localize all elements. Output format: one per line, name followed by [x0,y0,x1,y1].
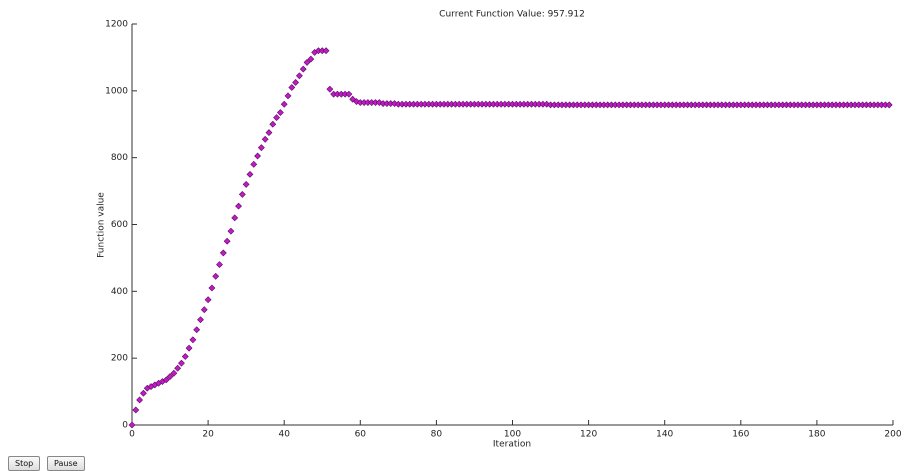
data-point [322,47,330,55]
data-point [200,306,208,314]
x-axis-label: Iteration [493,440,531,450]
data-point [162,376,170,384]
data-point [136,396,144,404]
data-point [242,180,250,188]
data-point [128,421,136,429]
data-point [227,227,235,235]
y-tick-label: 1000 [105,86,128,96]
data-point [345,90,353,98]
data-point [231,214,239,222]
data-point [269,120,277,128]
x-tick-label: 0 [129,430,135,440]
x-tick-label: 120 [580,430,597,440]
data-point [254,152,261,160]
data-point [284,92,292,100]
data-point [326,85,334,93]
data-point [170,369,178,377]
chart: Current Function Value: 957.912 Iteratio… [97,10,902,450]
y-tick-label: 400 [111,287,128,297]
y-tick-label: 600 [111,220,128,230]
x-tick-label: 20 [202,430,214,440]
data-point [204,296,212,304]
x-tick-label: 100 [504,430,521,440]
data-point [238,191,246,198]
data-point [166,373,174,380]
x-tick-label: 200 [884,430,901,440]
data-point [223,237,231,245]
data-point [216,261,223,269]
data-point [295,72,303,80]
data-point [189,336,197,344]
chart-title: Current Function Value: 957.912 [439,10,585,20]
data-point [257,144,265,152]
y-tick-label: 800 [111,153,128,163]
data-point [250,160,258,168]
data-point [265,129,273,137]
y-tick-label: 200 [111,354,128,364]
data-point [181,353,189,360]
data-point [235,202,242,210]
data-point [197,316,204,324]
data-point [193,326,201,334]
pause-button[interactable]: Pause [47,456,85,471]
data-point [212,272,220,280]
x-tick-label: 160 [732,430,749,440]
data-point [261,135,269,143]
data-point [885,101,893,109]
data-point [178,359,185,367]
x-tick-label: 80 [431,430,443,440]
x-tick-label: 60 [355,430,367,440]
data-point [273,114,281,121]
data-point [299,65,307,73]
y-tick-label: 1200 [105,20,128,30]
data-point [280,100,288,108]
x-tick-label: 180 [808,430,825,440]
data-point [276,109,284,116]
data-point [288,84,296,91]
x-tick-label: 140 [656,430,673,440]
data-point [139,389,147,397]
data-point [219,249,227,257]
data-point [303,59,311,66]
data-point [174,364,182,372]
data-point [292,79,300,86]
y-tick-label: 0 [122,421,128,431]
data-point [307,55,315,63]
data-point [208,284,216,292]
x-tick-label: 40 [278,430,290,440]
y-axis-label: Function value [97,192,107,258]
data-point [246,170,254,178]
stop-button[interactable]: Stop [8,456,41,471]
data-point [185,344,193,352]
data-point [132,406,140,414]
